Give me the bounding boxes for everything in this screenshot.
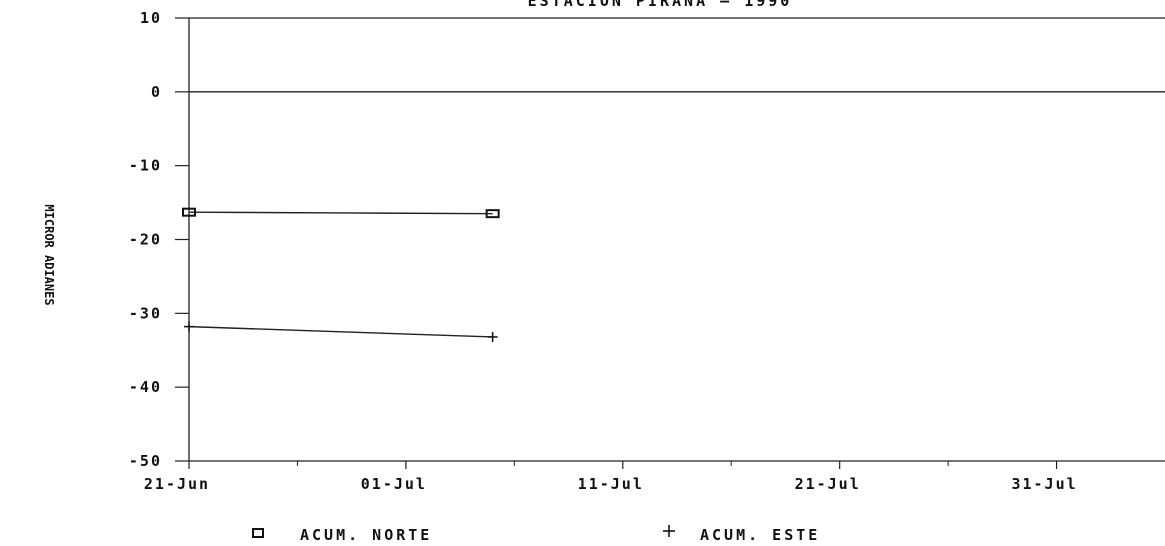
y-tick-label: 10: [140, 9, 162, 27]
y-axis-label: MICROR ADIANES: [42, 204, 56, 305]
data-point-square: [485, 209, 500, 219]
y-tick-label: -50: [129, 452, 162, 470]
x-tick-label: 21-Jun: [144, 475, 210, 493]
y-tick-label: -40: [129, 378, 162, 396]
y-tick-label: -10: [129, 157, 162, 175]
chart-title: ESTACION PIRANA — 1990: [528, 0, 793, 10]
legend-label-norte: ACUM. NORTE: [300, 526, 432, 544]
series-line: [188, 211, 493, 215]
legend-plus-marker: [663, 525, 675, 537]
x-tick-label: 01-Jul: [361, 475, 427, 493]
legend-square-marker: [252, 528, 264, 538]
data-point-square: [182, 207, 196, 217]
series-layer: [182, 207, 500, 342]
axes: [188, 17, 1165, 462]
series-line: [188, 325, 493, 338]
x-tick-label: 31-Jul: [1011, 475, 1077, 493]
data-point-plus: [184, 321, 194, 332]
series-este: [184, 321, 498, 342]
y-tick-label: -30: [129, 304, 162, 322]
x-tick-label: 21-Jul: [795, 475, 861, 493]
legend: ACUM. NORTE ACUM. ESTE: [252, 525, 820, 544]
y-ticks: 10 0 -10 -20 -30 -40 -50: [129, 9, 189, 470]
y-tick-label: 0: [151, 83, 162, 101]
y-tick-label: -20: [129, 231, 162, 249]
legend-label-este: ACUM. ESTE: [700, 526, 820, 544]
x-ticks: 21-Jun 01-Jul 11-Jul 21-Jul 31-Jul: [144, 461, 1077, 493]
series-norte: [182, 207, 500, 219]
data-point-plus: [487, 331, 498, 342]
x-tick-label: 11-Jul: [578, 475, 644, 493]
